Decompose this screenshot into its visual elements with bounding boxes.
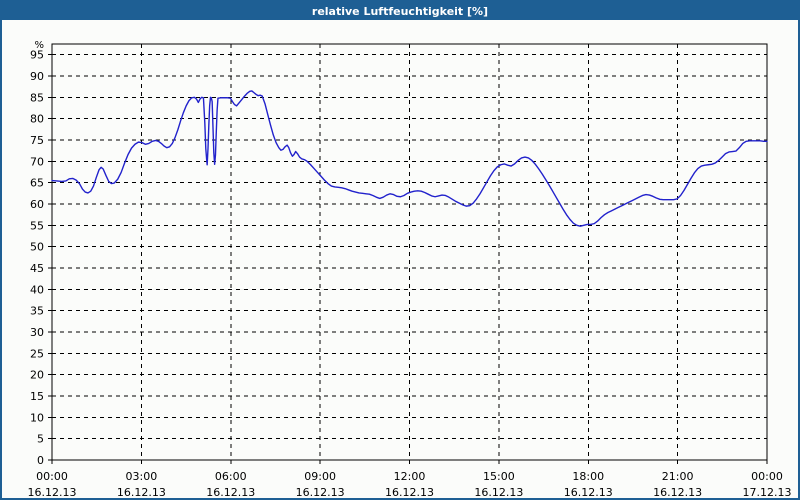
y-axis-tick-label: 10 (30, 411, 44, 424)
series-line (51, 90, 768, 227)
y-axis-tick-label: 15 (30, 390, 44, 403)
x-axis-date-label: 16.12.13 (385, 486, 434, 498)
x-axis-date-label: 16.12.13 (206, 486, 255, 498)
y-axis-tick-label: 20 (30, 369, 44, 382)
plot-frame (51, 43, 768, 461)
x-axis-time-label: 15:00 (483, 470, 515, 483)
y-axis-unit-label: % (34, 40, 44, 51)
plot-border (51, 43, 768, 461)
x-axis-date-label: 16.12.13 (117, 486, 166, 498)
y-axis-tick-label: 95 (30, 49, 44, 62)
y-axis-unit-label-group: % (34, 40, 44, 51)
y-axis-tick-label: 25 (30, 347, 44, 360)
y-axis-tick-label: 85 (30, 91, 44, 104)
x-axis-date-label: 16.12.13 (653, 486, 702, 498)
x-axis-time-label: 09:00 (304, 470, 336, 483)
y-axis-tick-label: 5 (37, 433, 44, 446)
x-axis-date-label: 16.12.13 (474, 486, 523, 498)
x-axis-time-label: 12:00 (394, 470, 426, 483)
x-axis-date-label: 16.12.13 (564, 486, 613, 498)
data-series-group (51, 90, 768, 227)
y-axis-tick-label: 60 (30, 198, 44, 211)
y-gridlines (48, 54, 767, 461)
x-axis-date-label: 16.12.13 (296, 486, 345, 498)
y-axis-tick-label: 50 (30, 241, 44, 254)
y-axis-tick-label: 30 (30, 326, 44, 339)
y-axis-tick-labels: 0 5 10 15 20 25 30 35 40 45 50 55 60 65 70 75 80 85 90 95 (30, 49, 44, 467)
x-axis-time-label: 03:00 (126, 470, 158, 483)
x-axis-date-label: 17.12.13 (743, 486, 792, 498)
x-axis-time-label: 06:00 (215, 470, 247, 483)
x-gridlines (51, 44, 768, 464)
x-axis-time-label: 21:00 (662, 470, 694, 483)
y-axis-tick-label: 70 (30, 155, 44, 168)
y-axis-tick-label: 75 (30, 134, 44, 147)
window-title-bar: relative Luftfeuchtigkeit [%] (2, 2, 798, 20)
y-axis-tick-label: 80 (30, 113, 44, 126)
x-axis-time-label: 18:00 (572, 470, 604, 483)
y-axis-tick-label: 0 (37, 454, 44, 467)
y-axis-tick-label: 45 (30, 262, 44, 275)
y-axis-tick-label: 55 (30, 219, 44, 232)
x-axis-date-label: 16.12.13 (28, 486, 77, 498)
y-axis-tick-label: 40 (30, 283, 44, 296)
page-title: relative Luftfeuchtigkeit [%] (311, 4, 489, 18)
plot-container: % 0 5 10 15 20 25 30 35 40 45 50 55 60 65 70 75 80 85 90 95… (2, 20, 798, 498)
y-axis-tick-label: 35 (30, 305, 44, 318)
humidity-line-chart: % 0 5 10 15 20 25 30 35 40 45 50 55 60 65 70 75 80 85 90 95… (28, 40, 792, 498)
y-axis-tick-label: 90 (30, 70, 44, 83)
x-axis-tick-labels: 00:00 16.12.13 03:00 16.12.13 06:00 16.12.13 0… (28, 470, 792, 498)
x-axis-time-label: 00:00 (751, 470, 783, 483)
x-axis-time-label: 00:00 (36, 470, 68, 483)
y-axis-tick-label: 65 (30, 177, 44, 190)
